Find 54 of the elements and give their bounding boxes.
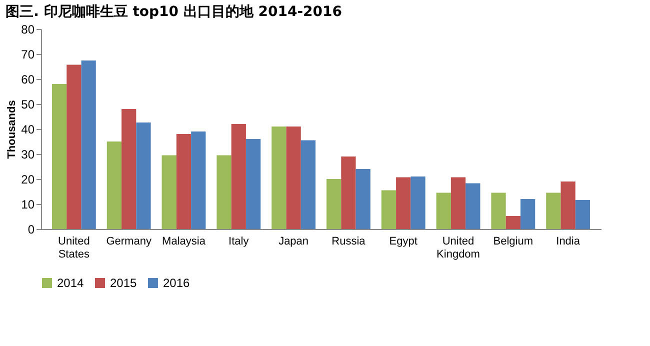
x-tick-label: Belgium bbox=[493, 236, 534, 248]
bar bbox=[575, 200, 590, 229]
bar bbox=[546, 192, 561, 229]
bar bbox=[410, 176, 426, 229]
bar bbox=[231, 124, 246, 229]
x-tick-label: United Kingdom bbox=[436, 236, 480, 260]
bar bbox=[436, 192, 451, 229]
y-tick-label: 50 bbox=[21, 98, 35, 112]
bar bbox=[162, 155, 176, 229]
bar bbox=[560, 182, 576, 229]
chart-title: 图三. 印尼咖啡生豆 top10 出口目的地 2014-2016 bbox=[6, 4, 342, 20]
bar bbox=[122, 109, 136, 229]
bar bbox=[341, 156, 356, 229]
bar bbox=[136, 122, 151, 229]
y-tick-label: 20 bbox=[21, 172, 35, 186]
bar bbox=[272, 126, 286, 229]
x-tick-label: Egypt bbox=[389, 236, 418, 248]
y-tick-label: 30 bbox=[21, 148, 35, 162]
bar bbox=[216, 155, 232, 229]
bar bbox=[326, 179, 342, 229]
bar bbox=[381, 190, 396, 229]
bar bbox=[176, 134, 192, 229]
y-tick-label: 80 bbox=[21, 22, 35, 36]
bar bbox=[356, 169, 370, 229]
legend-label: 2015 bbox=[110, 276, 138, 290]
bar bbox=[106, 142, 122, 229]
x-tick-label: Germany bbox=[106, 236, 152, 248]
bar bbox=[520, 199, 536, 229]
x-tick-label: Malaysia bbox=[162, 236, 206, 248]
bar bbox=[450, 177, 466, 229]
bar bbox=[396, 177, 411, 229]
bar bbox=[506, 216, 520, 229]
bar bbox=[52, 84, 67, 229]
y-axis-title: Thousands bbox=[6, 100, 18, 159]
legend-label: 2014 bbox=[57, 276, 84, 290]
y-tick-label: 60 bbox=[21, 72, 35, 86]
x-tick-label: India bbox=[556, 236, 581, 248]
bar bbox=[191, 132, 206, 229]
bar bbox=[286, 126, 301, 229]
x-tick-label: Japan bbox=[278, 236, 309, 248]
bar bbox=[491, 192, 506, 229]
y-tick-label: 0 bbox=[28, 222, 35, 236]
x-tick-label: Italy bbox=[228, 236, 250, 248]
x-tick-label: United States bbox=[58, 236, 90, 260]
legend-label: 2016 bbox=[163, 276, 190, 290]
bar bbox=[246, 139, 261, 229]
y-tick-label: 70 bbox=[21, 48, 35, 62]
bar bbox=[300, 140, 316, 229]
y-tick-label: 40 bbox=[21, 122, 35, 136]
bar bbox=[81, 60, 96, 229]
bar bbox=[66, 64, 82, 229]
x-tick-label: Russia bbox=[332, 236, 366, 248]
bar bbox=[466, 183, 480, 229]
y-tick-label: 10 bbox=[21, 198, 35, 212]
